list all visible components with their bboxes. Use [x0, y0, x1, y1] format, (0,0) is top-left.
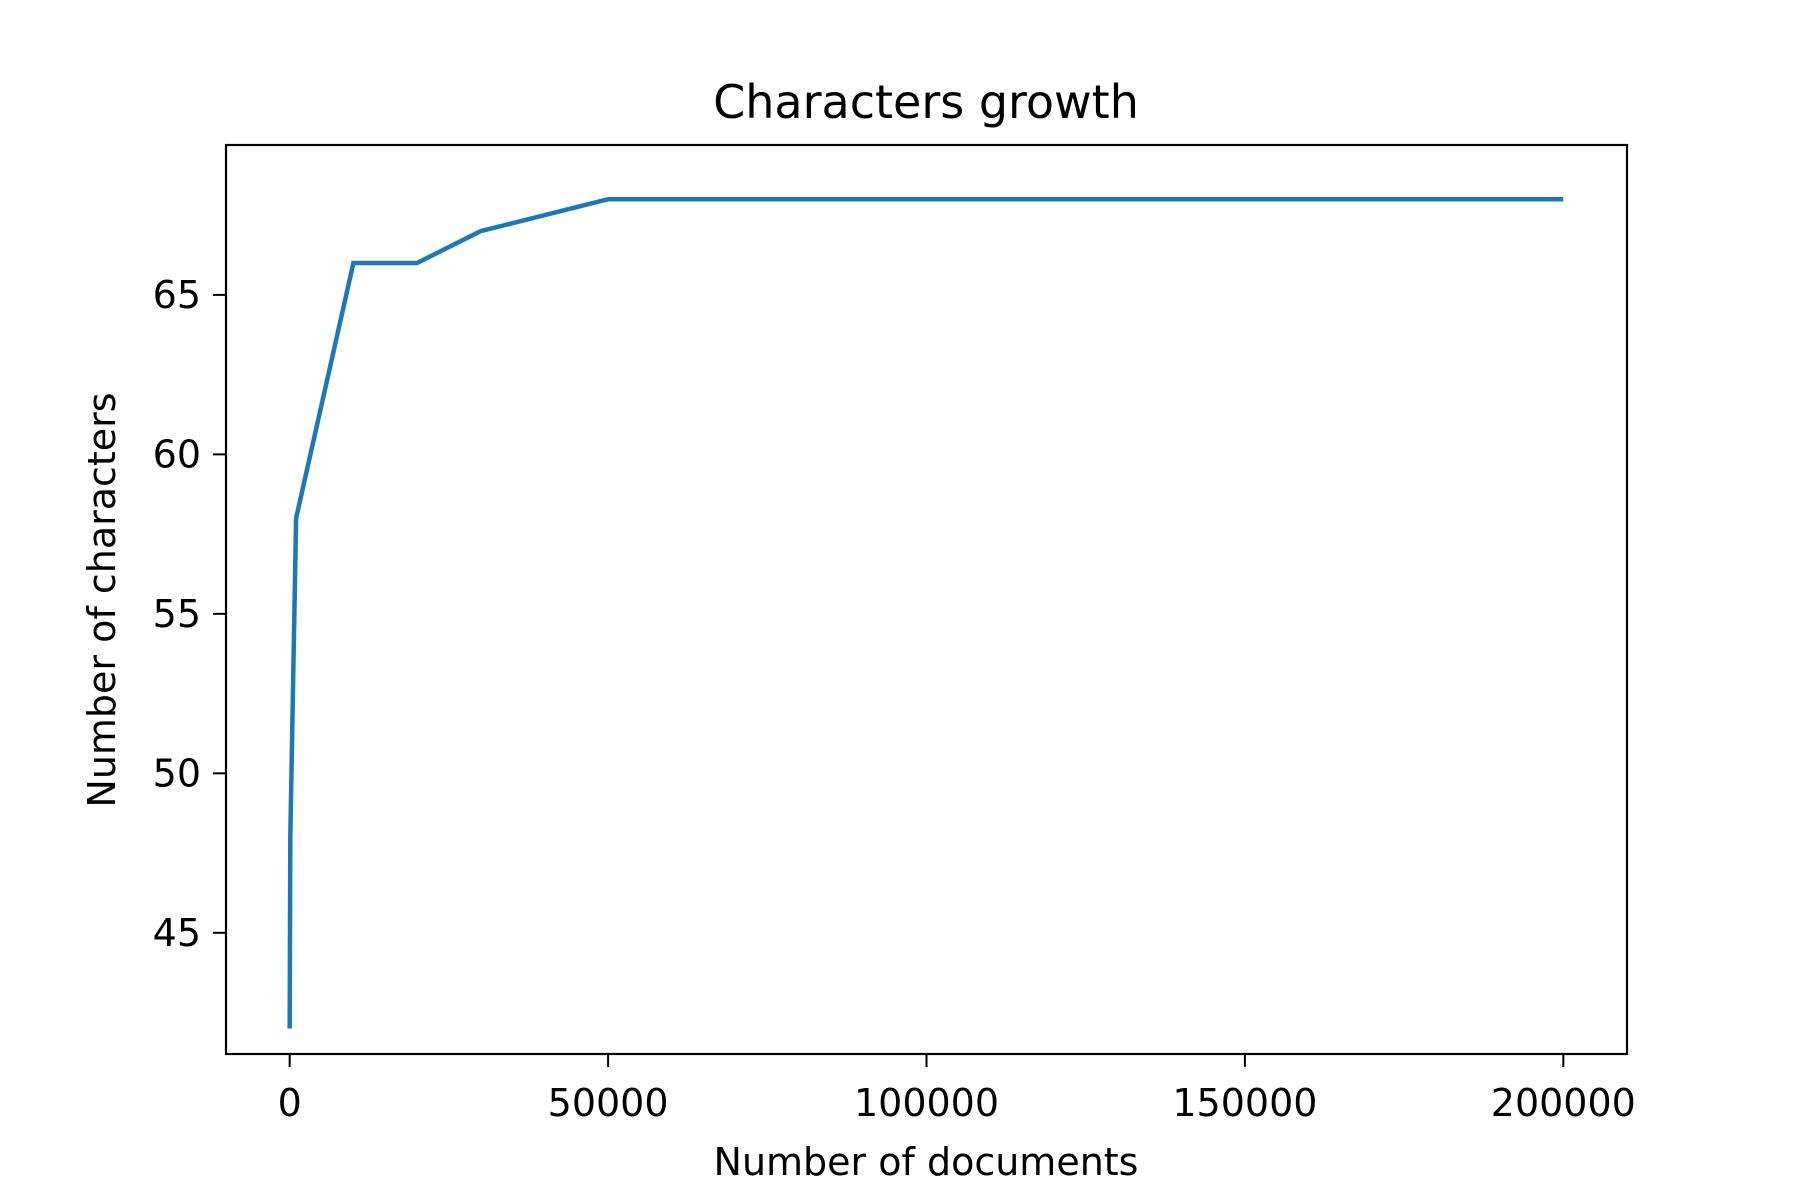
x-tick-label: 0: [278, 1081, 302, 1125]
y-axis-label: Number of characters: [80, 392, 124, 807]
chart-title: Characters growth: [713, 75, 1139, 129]
plot-area: 0 50000 100000 150000 200000 45 50 55 60 65: [153, 143, 1636, 1125]
x-axis-label: Number of documents: [714, 1140, 1139, 1184]
y-tick-label: 45: [153, 911, 201, 955]
x-tick-label: 100000: [854, 1081, 999, 1125]
x-tick-label: 200000: [1491, 1081, 1636, 1125]
x-tick-label: 50000: [548, 1081, 669, 1125]
x-tick-label: 150000: [1172, 1081, 1317, 1125]
y-tick-label: 55: [153, 592, 201, 636]
series-line-0: [287, 196, 1564, 1029]
y-tick-label: 50: [153, 751, 201, 795]
y-tick-label: 60: [153, 432, 201, 476]
y-tick-label: 65: [153, 273, 201, 317]
